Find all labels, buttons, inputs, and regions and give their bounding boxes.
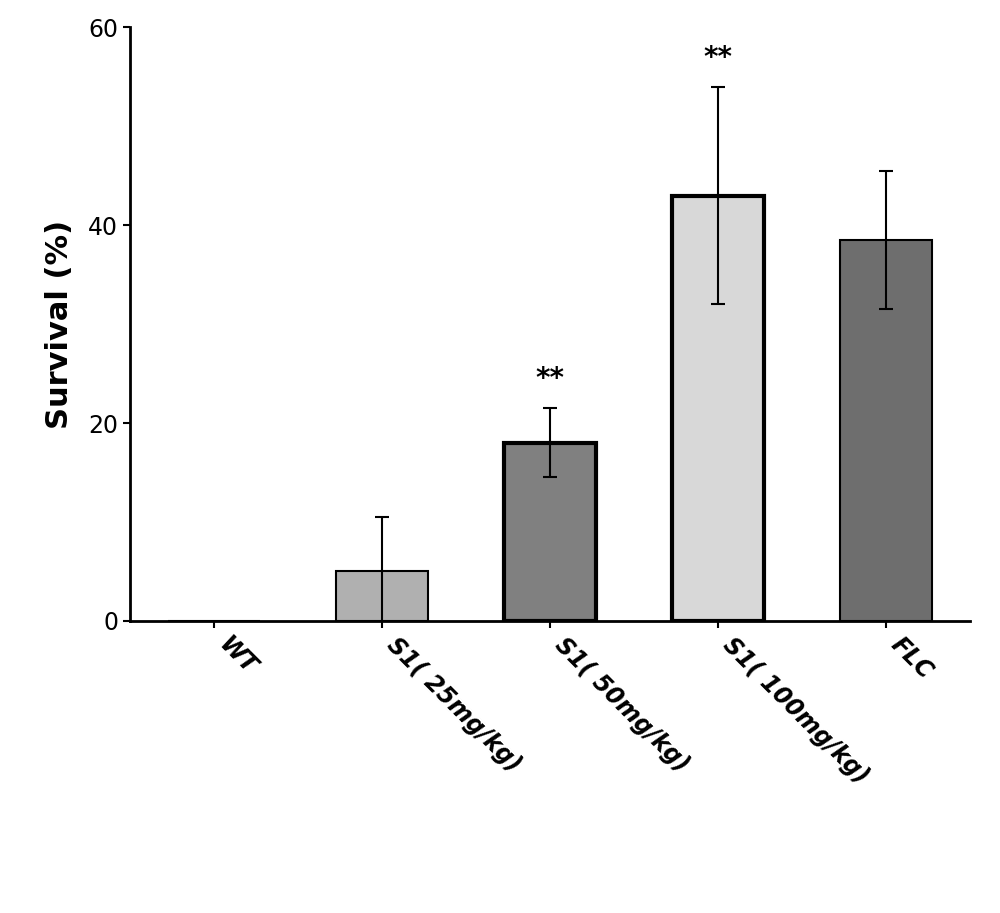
Bar (336, 572, 428, 621)
Bar (840, 240, 932, 621)
Text: **: ** (703, 44, 732, 72)
Text: **: ** (536, 365, 564, 394)
Bar (672, 195, 764, 621)
Bar (504, 443, 596, 621)
Y-axis label: Survival (%): Survival (%) (45, 219, 74, 429)
